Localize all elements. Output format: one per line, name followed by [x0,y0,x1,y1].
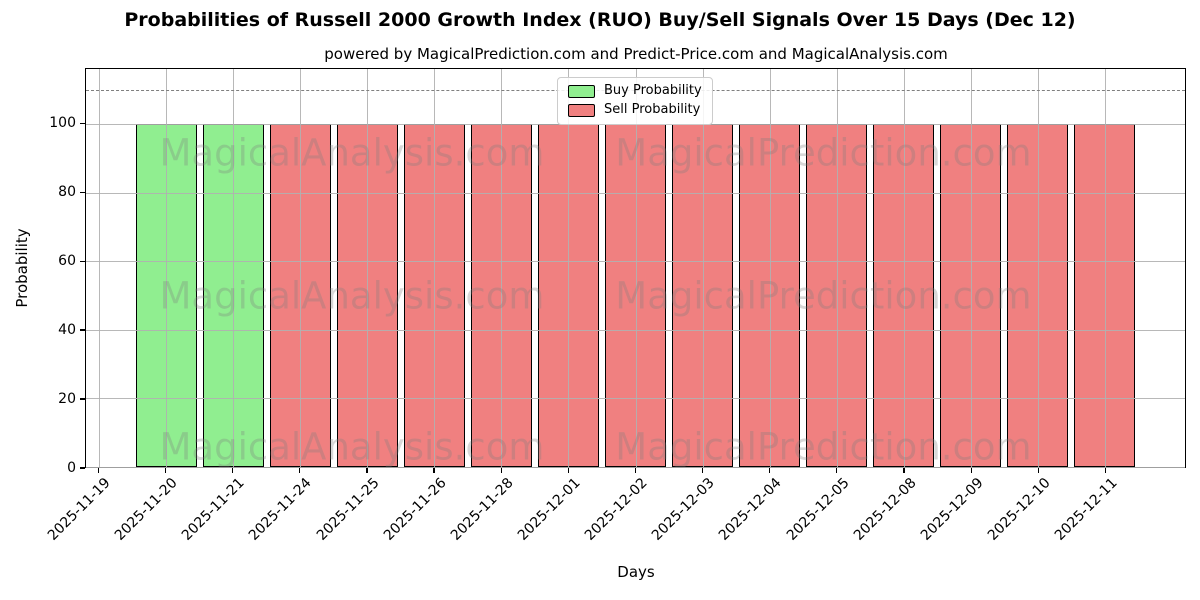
y-tick-mark [80,398,85,400]
y-tick-label: 80 [58,184,76,201]
bar-2025-12-08 [873,123,934,467]
x-tick-mark [903,468,905,473]
legend-label: Sell Probability [604,102,701,118]
x-tick-label: 2025-12-10 [984,475,1054,544]
legend-swatch-buy [568,84,595,98]
gridline-x [501,69,503,467]
bar-2025-11-26 [404,123,465,467]
y-tick-mark [80,260,85,262]
x-tick-label: 2025-12-11 [1051,475,1121,544]
x-tick-label: 2025-12-03 [649,475,718,544]
x-tick-mark [970,468,972,473]
gridline-x [970,69,972,467]
bar-2025-11-24 [270,123,331,467]
plot-area: MagicalAnalysis.com MagicalPrediction.com… [85,68,1186,469]
y-tick-label: 100 [49,115,76,132]
x-tick-mark [567,468,569,473]
y-tick-mark [80,467,85,469]
x-tick-mark [769,468,771,473]
y-tick-label: 40 [58,322,76,339]
gridline-y [86,261,1185,263]
x-tick-mark [97,468,99,473]
gridline-x [1104,69,1106,467]
bar-2025-12-02 [605,123,666,467]
gridline-y [86,398,1185,400]
gridline-x [702,69,704,467]
y-tick-mark [80,329,85,331]
gridline-y [86,467,1185,468]
bar-2025-12-09 [940,123,1001,467]
gridline-x [300,69,302,467]
bar-2025-12-11 [1074,123,1135,467]
gridline-x [233,69,235,467]
y-tick-label: 20 [58,391,76,408]
bar-2025-11-21 [203,123,264,467]
x-tick-label: 2025-11-25 [313,475,383,544]
x-tick-label: 2025-12-05 [783,475,853,544]
chart-title: Probabilities of Russell 2000 Growth Ind… [124,9,1076,31]
x-tick-label: 2025-11-20 [112,475,181,544]
x-tick-label: 2025-12-08 [850,475,920,544]
bar-2025-11-25 [337,123,398,467]
x-tick-label: 2025-12-01 [514,475,584,544]
bar-2025-12-04 [739,123,800,467]
bar-2025-11-28 [471,123,532,467]
x-tick-label: 2025-12-02 [581,475,651,544]
gridline-x [568,69,570,467]
bar-2025-12-01 [538,123,599,467]
chart-subtitle: powered by MagicalPrediction.com and Pre… [324,45,948,63]
legend: Buy Probability Sell Probability [557,77,713,125]
legend-swatch-sell [568,103,595,117]
gridline-x [1037,69,1039,467]
gridline-x [836,69,838,467]
gridline-x [434,69,436,467]
bar-2025-11-20 [136,123,197,467]
x-tick-mark [836,468,838,473]
bar-2025-12-05 [806,123,867,467]
gridline-x [903,69,905,467]
x-tick-label: 2025-12-04 [716,475,786,544]
bar-2025-12-10 [1007,123,1068,467]
gridline-y [86,192,1185,194]
x-tick-mark [1037,468,1039,473]
x-tick-mark [1104,468,1107,473]
x-tick-mark [366,468,368,473]
x-tick-mark [702,468,704,473]
y-tick-mark [80,191,85,193]
x-tick-label: 2025-11-21 [179,475,249,544]
x-tick-mark [299,468,301,473]
x-tick-mark [164,468,167,473]
gridline-x [99,69,101,467]
legend-item-buy: Buy Probability [568,83,702,98]
legend-item-sell: Sell Probability [568,102,702,118]
gridline-x [367,69,369,467]
x-tick-label: 2025-11-19 [44,475,114,544]
x-tick-mark [232,468,234,473]
legend-label: Buy Probability [604,83,702,98]
x-tick-label: 2025-11-26 [380,475,450,544]
gridline-x [166,69,168,467]
gridline-y [86,329,1185,331]
x-axis-label: Days [617,563,655,581]
x-tick-mark [433,468,435,473]
y-axis-label: Probability [13,228,31,308]
x-tick-mark [634,468,637,473]
y-tick-label: 60 [58,253,76,270]
gridline-x [769,69,771,467]
x-tick-mark [500,468,502,473]
x-tick-label: 2025-11-28 [447,475,517,544]
y-tick-mark [80,122,85,124]
x-tick-label: 2025-11-24 [246,475,316,544]
y-tick-label: 0 [67,460,76,476]
gridline-x [635,69,637,467]
x-tick-label: 2025-12-09 [917,475,987,544]
